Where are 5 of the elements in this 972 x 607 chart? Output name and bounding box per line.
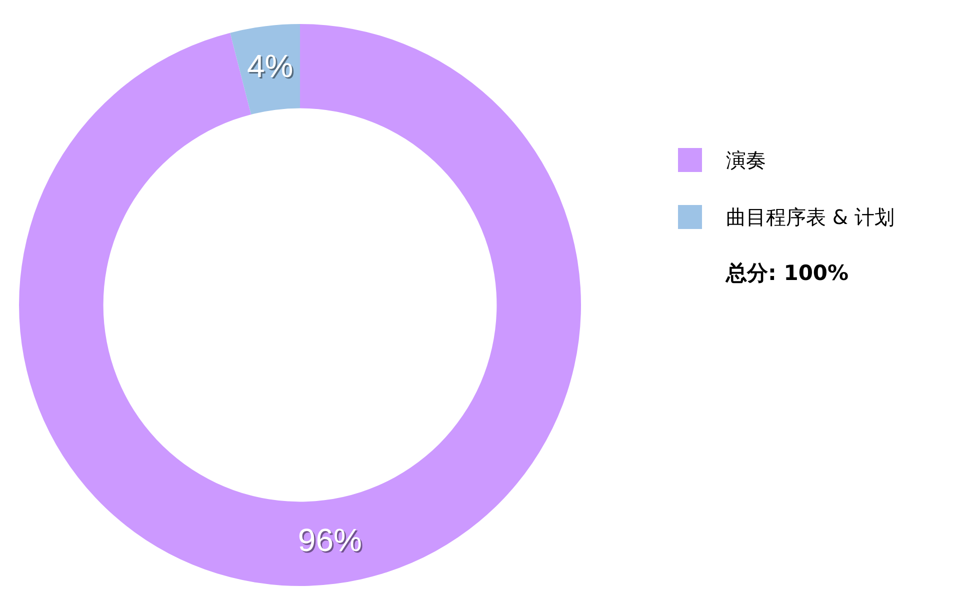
data-label: 96% (299, 523, 364, 560)
legend-label: 演奏 (726, 146, 766, 174)
data-label: 4% (248, 49, 295, 86)
text: 总分: 100% (726, 260, 850, 287)
legend-label: 曲目程序表 & 计划 (726, 204, 894, 230)
